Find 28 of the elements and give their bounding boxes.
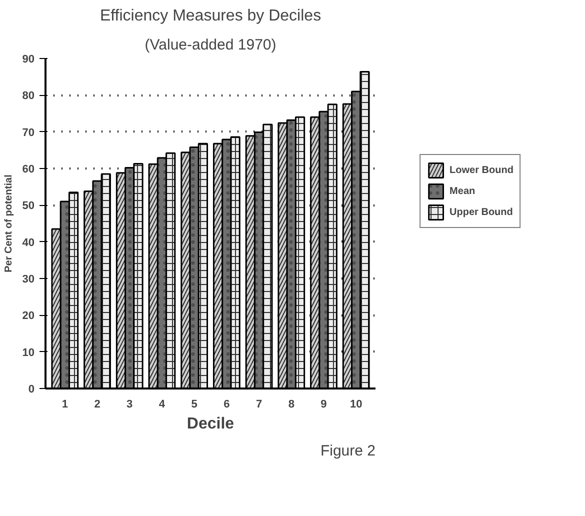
legend-label: Lower Bound bbox=[450, 164, 514, 176]
x-tick-label: 3 bbox=[126, 398, 133, 410]
x-tick-label: 5 bbox=[191, 398, 198, 410]
legend-label: Upper Bound bbox=[450, 206, 513, 218]
y-tick-label: 60 bbox=[22, 164, 35, 176]
y-axis-title: Per Cent of potential bbox=[3, 174, 14, 272]
y-tick-label: 0 bbox=[28, 384, 35, 396]
chart-subtitle: (Value-added 1970) bbox=[144, 36, 276, 54]
y-tick-label: 10 bbox=[22, 346, 35, 359]
x-axis-title: Decile bbox=[186, 416, 234, 432]
y-tick-label: 80 bbox=[22, 90, 35, 102]
x-tick-label: 9 bbox=[320, 398, 327, 410]
y-tick-label: 90 bbox=[22, 54, 35, 66]
y-tick-label: 20 bbox=[22, 310, 35, 322]
x-tick-label: 7 bbox=[256, 398, 262, 410]
x-tick-label: 1 bbox=[62, 398, 68, 410]
y-tick-label: 40 bbox=[22, 236, 35, 249]
x-tick-label: 6 bbox=[224, 398, 230, 410]
y-tick-label: 50 bbox=[22, 200, 35, 212]
y-tick-label: 30 bbox=[22, 274, 35, 286]
x-tick-label: 8 bbox=[288, 398, 294, 410]
caption: Figure 2 bbox=[320, 442, 376, 460]
legend-label: Mean bbox=[450, 186, 476, 196]
x-tick-label: 10 bbox=[350, 398, 362, 410]
x-tick-label: 2 bbox=[94, 398, 100, 410]
y-tick-label: 70 bbox=[22, 126, 35, 139]
chart-title: Efficiency Measures by Deciles bbox=[100, 8, 322, 24]
x-tick-label: 4 bbox=[158, 398, 166, 410]
